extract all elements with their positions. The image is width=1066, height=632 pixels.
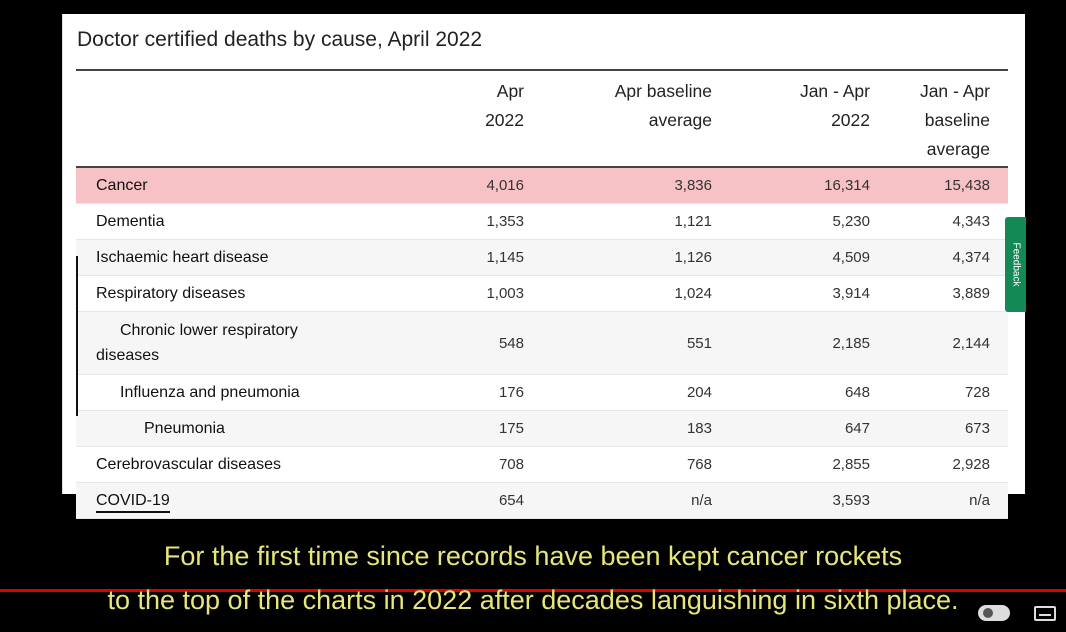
table-row-chronic-lower-respiratory: Chronic lower respiratory diseases 548 55…	[76, 311, 1008, 375]
cell-jan-apr-2022: 2,185	[730, 311, 888, 375]
cell-jan-apr-2022: 16,314	[730, 167, 888, 204]
video-progress-bar[interactable]	[0, 589, 1066, 592]
cell-jan-apr-2022: 647	[730, 410, 888, 447]
cell-jan-apr-baseline: 2,928	[888, 446, 1008, 483]
cell-jan-apr-baseline: 4,343	[888, 203, 1008, 240]
cell-apr-baseline: 3,836	[542, 167, 730, 204]
cell-jan-apr-baseline: 673	[888, 410, 1008, 447]
row-label: Ischaemic heart disease	[76, 239, 384, 276]
table-row-dementia: Dementia 1,353 1,121 5,230 4,343	[76, 203, 1008, 240]
cell-jan-apr-baseline: 15,438	[888, 167, 1008, 204]
cell-apr-baseline: 768	[542, 446, 730, 483]
table-title: Doctor certified deaths by cause, April …	[77, 28, 483, 51]
cell-jan-apr-2022: 5,230	[730, 203, 888, 240]
table-row-pneumonia: Pneumonia 175 183 647 673	[76, 410, 1008, 447]
row-label: Dementia	[76, 203, 384, 240]
cell-apr-2022: 4,016	[384, 167, 542, 204]
pause-toggle-icon[interactable]	[977, 602, 1011, 624]
cell-apr-2022: 176	[384, 374, 542, 411]
row-label: Respiratory diseases	[76, 275, 384, 312]
cell-apr-2022: 708	[384, 446, 542, 483]
cell-jan-apr-baseline: 3,889	[888, 275, 1008, 312]
table-row-ischaemic: Ischaemic heart disease 1,145 1,126 4,50…	[76, 239, 1008, 276]
row-label: Cancer	[76, 167, 384, 204]
feedback-label: Feedback	[1010, 242, 1022, 287]
cell-jan-apr-baseline: 728	[888, 374, 1008, 411]
row-label: Influenza and pneumonia	[76, 374, 384, 411]
row-label-link[interactable]: COVID-19	[76, 482, 384, 519]
table-row-covid: COVID-19 654 n/a 3,593 n/a	[76, 482, 1008, 519]
row-label: Cerebrovascular diseases	[76, 446, 384, 483]
header-cause	[76, 69, 384, 168]
cell-apr-baseline: 183	[542, 410, 730, 447]
cell-jan-apr-baseline: 2,144	[888, 311, 1008, 375]
cell-jan-apr-2022: 648	[730, 374, 888, 411]
row-label: Chronic lower respiratory diseases	[76, 311, 384, 375]
header-apr-baseline: Apr baseline average	[542, 69, 730, 168]
table-row-cancer: Cancer 4,016 3,836 16,314 15,438	[76, 167, 1008, 204]
cell-apr-baseline: 204	[542, 374, 730, 411]
table-row-respiratory: Respiratory diseases 1,003 1,024 3,914 3…	[76, 275, 1008, 312]
respiratory-group-bracket	[76, 256, 78, 416]
cell-apr-baseline: 1,024	[542, 275, 730, 312]
cell-apr-2022: 175	[384, 410, 542, 447]
cell-apr-2022: 548	[384, 311, 542, 375]
subtitle-line-2: to the top of the charts in 2022 after d…	[107, 585, 959, 615]
row-label: Pneumonia	[76, 410, 384, 447]
cell-apr-2022: 1,145	[384, 239, 542, 276]
table-row-cerebrovascular: Cerebrovascular diseases 708 768 2,855 2…	[76, 446, 1008, 483]
table-row-influenza: Influenza and pneumonia 176 204 648 728	[76, 374, 1008, 411]
cell-jan-apr-2022: 2,855	[730, 446, 888, 483]
slide-panel: Doctor certified deaths by cause, April …	[62, 14, 1025, 519]
deaths-table: Apr 2022 Apr baseline average Jan - Apr 202…	[76, 69, 1008, 519]
cell-jan-apr-2022: 3,593	[730, 482, 888, 519]
cell-jan-apr-baseline: 4,374	[888, 239, 1008, 276]
header-jan-apr-2022: Jan - Apr 2022	[730, 69, 888, 168]
cell-apr-baseline: 1,126	[542, 239, 730, 276]
cell-jan-apr-2022: 4,509	[730, 239, 888, 276]
cell-jan-apr-2022: 3,914	[730, 275, 888, 312]
subtitles-icon[interactable]	[1033, 602, 1057, 624]
cell-apr-baseline: 551	[542, 311, 730, 375]
cell-apr-baseline: n/a	[542, 482, 730, 519]
cell-apr-2022: 654	[384, 482, 542, 519]
cell-apr-2022: 1,353	[384, 203, 542, 240]
cell-jan-apr-baseline: n/a	[888, 482, 1008, 519]
subtitle-line-1: For the first time since records have be…	[163, 541, 903, 571]
header-row: Apr 2022 Apr baseline average Jan - Apr 202…	[76, 69, 1008, 168]
video-top-bar	[0, 0, 1066, 10]
cell-apr-baseline: 1,121	[542, 203, 730, 240]
header-jan-apr-baseline: Jan - Apr baseline average	[888, 69, 1008, 168]
cell-apr-2022: 1,003	[384, 275, 542, 312]
header-apr-2022: Apr 2022	[384, 69, 542, 168]
feedback-tab[interactable]: Feedback	[1005, 217, 1026, 312]
